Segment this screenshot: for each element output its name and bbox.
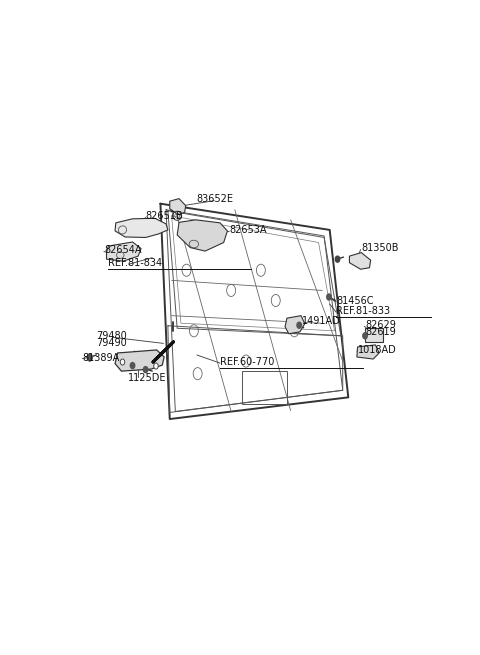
Polygon shape: [115, 350, 164, 371]
Circle shape: [327, 294, 331, 300]
Circle shape: [144, 367, 148, 373]
Polygon shape: [285, 316, 305, 334]
Polygon shape: [107, 242, 141, 261]
Circle shape: [154, 363, 158, 369]
Text: 82654A: 82654A: [104, 245, 142, 255]
Text: 82653A: 82653A: [229, 225, 267, 235]
Polygon shape: [357, 345, 379, 359]
Text: 81350B: 81350B: [361, 243, 399, 253]
Bar: [365, 328, 383, 342]
Circle shape: [87, 354, 92, 361]
Polygon shape: [115, 218, 168, 238]
Circle shape: [130, 363, 135, 369]
Circle shape: [297, 322, 301, 328]
Text: 82619: 82619: [365, 328, 396, 337]
Text: 79480: 79480: [96, 331, 127, 341]
Text: 81389A: 81389A: [83, 352, 120, 362]
Text: 83652E: 83652E: [196, 194, 233, 204]
Text: 1491AD: 1491AD: [302, 316, 340, 326]
Text: REF.60-770: REF.60-770: [220, 357, 275, 367]
Bar: [242, 371, 287, 404]
Text: 82651B: 82651B: [145, 211, 183, 221]
Text: 1018AD: 1018AD: [358, 345, 396, 355]
Text: 79490: 79490: [96, 339, 127, 348]
Text: REF.81-834: REF.81-834: [108, 258, 162, 268]
Text: 1125DE: 1125DE: [128, 373, 167, 383]
Text: REF.81-833: REF.81-833: [336, 306, 390, 316]
Circle shape: [335, 256, 340, 262]
Circle shape: [363, 333, 367, 339]
Polygon shape: [170, 198, 186, 215]
Polygon shape: [177, 220, 228, 251]
Polygon shape: [349, 253, 371, 269]
Text: 82629: 82629: [365, 320, 396, 330]
Text: 81456C: 81456C: [336, 296, 373, 306]
Circle shape: [120, 359, 125, 365]
